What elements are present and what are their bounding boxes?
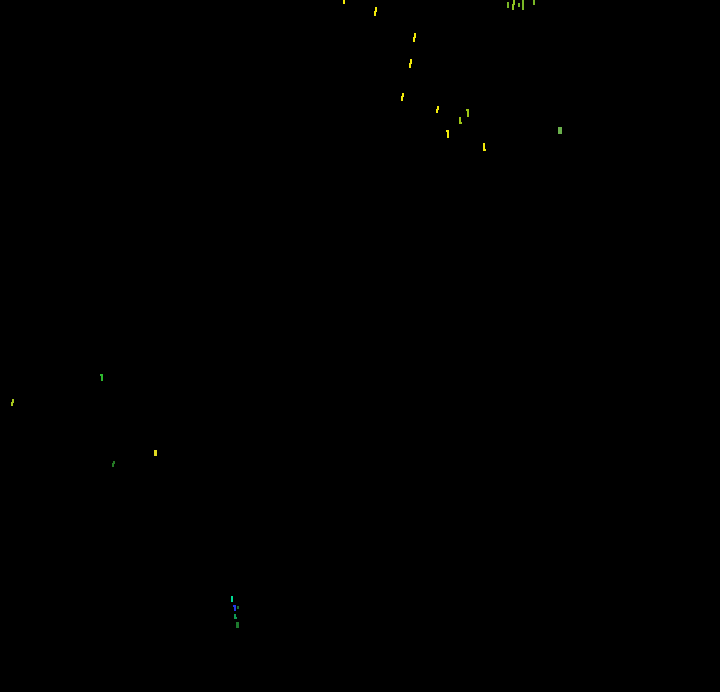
spark-particle — [518, 3, 520, 7]
spark-particle — [413, 33, 416, 42]
spark-particle — [446, 130, 449, 138]
spark-particle — [236, 622, 239, 628]
spark-particle — [483, 143, 486, 151]
spark-particle — [100, 374, 103, 381]
spark-particle — [11, 399, 14, 406]
spark-particle — [507, 2, 509, 8]
spark-particle — [401, 93, 404, 101]
spark-particle — [343, 0, 345, 4]
spark-particle — [237, 606, 239, 609]
spark-particle — [112, 461, 115, 467]
spark-particle — [459, 117, 462, 124]
spark-particle — [409, 59, 412, 68]
spark-particle — [436, 106, 439, 113]
spark-particle — [374, 7, 377, 16]
spark-particle — [234, 614, 237, 619]
spark-particle — [231, 596, 233, 602]
spark-particle — [466, 109, 469, 117]
spark-particle — [558, 127, 562, 134]
spark-particle — [533, 0, 535, 5]
spark-particle — [522, 0, 524, 10]
spark-particle — [154, 450, 157, 456]
spark-particle — [233, 605, 236, 611]
spark-particle — [512, 0, 515, 10]
